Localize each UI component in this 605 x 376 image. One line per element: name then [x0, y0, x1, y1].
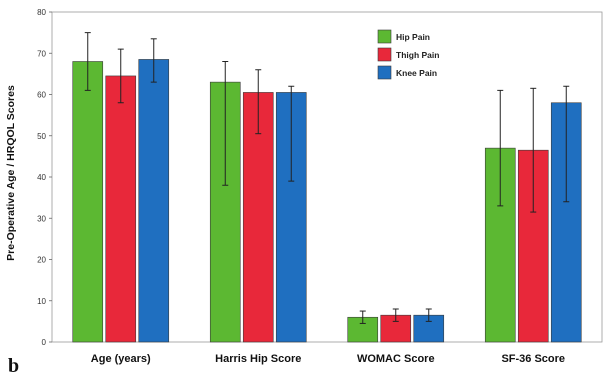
y-tick-label: 10	[37, 297, 46, 306]
y-tick-label: 0	[42, 338, 47, 347]
x-category-label: Age (years)	[91, 353, 151, 365]
legend-swatch	[377, 29, 392, 44]
bar	[72, 61, 104, 343]
bar	[138, 59, 170, 343]
chart-marks: 0 10 20 30 40 50 60 70 80 Age (years) Harris Hip S…	[37, 8, 603, 365]
legend-label: Thigh Pain	[396, 50, 439, 60]
y-tick-label: 20	[37, 256, 46, 265]
panel-letter: b	[8, 355, 19, 376]
legend-swatch	[377, 65, 392, 80]
y-tick-label: 30	[37, 214, 46, 223]
y-tick-label: 70	[37, 49, 46, 58]
x-category-label: Harris Hip Score	[215, 353, 301, 365]
y-axis-title: Pre-Operative Age / HRQOL Scores	[5, 85, 17, 261]
bar	[105, 75, 137, 343]
y-tick-label: 40	[37, 173, 46, 182]
legend-swatch	[377, 47, 392, 62]
y-tick-label: 80	[37, 8, 46, 17]
y-tick-label: 50	[37, 132, 46, 141]
x-category-label: WOMAC Score	[357, 353, 435, 365]
x-category-label: SF-36 Score	[501, 353, 565, 365]
legend-label: Hip Pain	[396, 32, 430, 42]
legend-label: Knee Pain	[396, 68, 437, 78]
y-tick-label: 60	[37, 91, 46, 100]
